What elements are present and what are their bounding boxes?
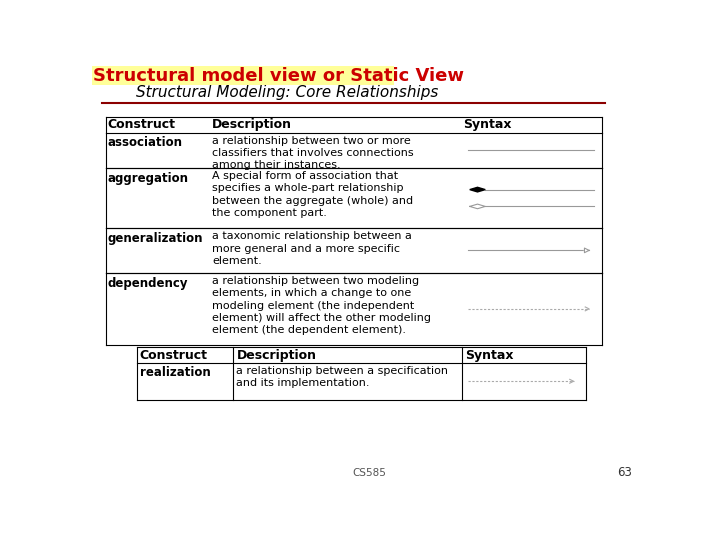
- Text: a relationship between two modeling
elements, in which a change to one
modeling : a relationship between two modeling elem…: [212, 276, 431, 335]
- Text: Syntax: Syntax: [465, 349, 513, 362]
- Text: CS585: CS585: [352, 468, 386, 478]
- Text: a taxonomic relationship between a
more general and a more specific
element.: a taxonomic relationship between a more …: [212, 231, 413, 266]
- Text: Construct: Construct: [107, 118, 175, 131]
- Text: A special form of association that
specifies a whole-part relationship
between t: A special form of association that speci…: [212, 171, 413, 218]
- Text: a relationship between a specification
and its implementation.: a relationship between a specification a…: [236, 366, 449, 388]
- Text: Construct: Construct: [140, 349, 207, 362]
- Text: Description: Description: [236, 349, 317, 362]
- Text: Structural Modeling: Core Relationships: Structural Modeling: Core Relationships: [137, 85, 439, 100]
- FancyBboxPatch shape: [91, 66, 394, 85]
- Text: realization: realization: [140, 366, 210, 379]
- Text: generalization: generalization: [107, 232, 202, 245]
- Text: aggregation: aggregation: [107, 172, 188, 185]
- Text: Description: Description: [212, 118, 292, 131]
- Text: 63: 63: [618, 467, 632, 480]
- Text: association: association: [107, 137, 182, 150]
- Text: Structural model view or Static View: Structural model view or Static View: [93, 66, 464, 85]
- Text: dependency: dependency: [107, 276, 187, 289]
- Polygon shape: [585, 248, 589, 253]
- Text: Syntax: Syntax: [464, 118, 512, 131]
- Polygon shape: [469, 204, 485, 209]
- Text: a relationship between two or more
classifiers that involves connections
among t: a relationship between two or more class…: [212, 136, 414, 171]
- Polygon shape: [469, 187, 485, 192]
